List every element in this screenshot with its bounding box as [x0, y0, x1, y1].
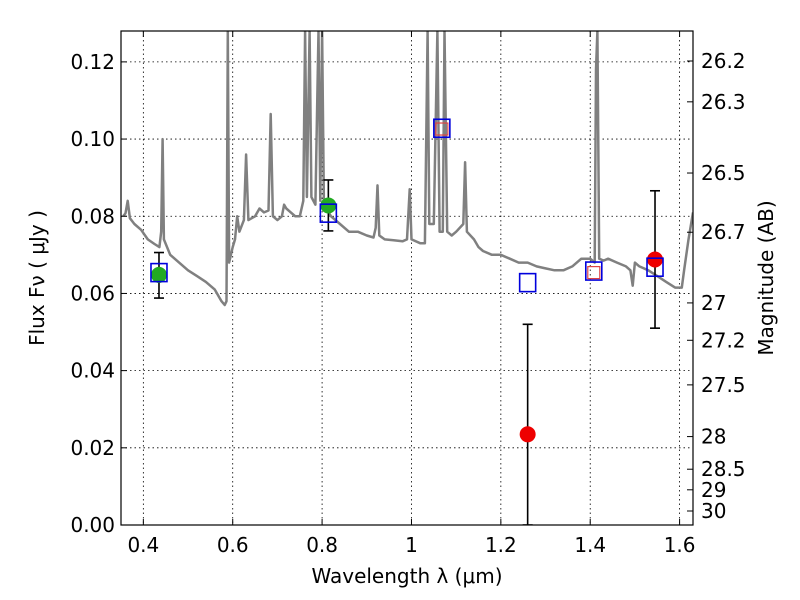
red-square-marker: [435, 122, 449, 136]
magnitude-tick-label: 26.3: [701, 90, 746, 114]
magnitude-tick-label: 30: [701, 499, 726, 523]
magnitude-tick-label: 28.5: [701, 457, 746, 481]
x-tick-label: 0.4: [127, 533, 159, 557]
y-tick-label: 0.04: [70, 359, 115, 383]
x-tick-label: 0.8: [306, 533, 338, 557]
x-tick-label: 0.6: [217, 533, 249, 557]
magnitude-tick-label: 26.2: [701, 49, 746, 73]
x-tick-label: 1.6: [664, 533, 696, 557]
x-axis-title: Wavelength λ (μm): [311, 564, 502, 588]
model-photometry-square: [150, 262, 168, 283]
y-tick-label: 0.10: [70, 127, 115, 151]
x-tick-label: 1.4: [574, 533, 606, 557]
red-square-marker: [587, 265, 601, 280]
green-circle-point: [150, 266, 167, 283]
green-circle-point: [320, 197, 337, 214]
y-axis-title: Flux Fν ( μJy ): [25, 210, 49, 346]
x-tick-label: 1.2: [485, 533, 517, 557]
marker-layer: [150, 118, 664, 443]
red-circle-point: [647, 251, 664, 268]
model-photometry-square: [584, 261, 603, 281]
model-spectrum-layer: [122, 31, 693, 307]
magnitude-tick-label: 28: [701, 425, 726, 449]
magnitude-axis-title: Magnitude (AB): [754, 200, 778, 355]
model-photometry-square: [433, 118, 451, 139]
model-photometry-square: [518, 272, 537, 293]
magnitude-tick-label: 27.2: [701, 328, 746, 352]
magnitude-tick-label: 26.5: [701, 161, 746, 185]
plot-frame: [120, 30, 694, 526]
y-tick-label: 0.00: [70, 513, 115, 537]
magnitude-tick-label: 27: [701, 291, 726, 315]
x-tick-label: 1: [405, 533, 418, 557]
y-tick-label: 0.02: [70, 436, 115, 460]
magnitude-tick-label: 26.7: [701, 220, 746, 244]
red-circle-point: [519, 426, 536, 443]
model-photometry-square: [646, 257, 664, 277]
y-tick-label: 0.06: [70, 281, 115, 305]
model-photometry-square: [319, 203, 338, 223]
model-spectrum-line: [122, 31, 693, 307]
y-axis-ticks: 0.00 0.02 0.04 0.06 0.08 0.10 0.12: [70, 50, 127, 537]
x-axis-ticks: 0.4 0.6 0.8 1 1.2 1.4 1.6: [127, 31, 696, 557]
magnitude-tick-label: 27.5: [701, 373, 746, 397]
y-tick-label: 0.08: [70, 204, 115, 228]
magnitude-tick-label: 29: [701, 478, 726, 502]
y-tick-label: 0.12: [70, 50, 115, 74]
